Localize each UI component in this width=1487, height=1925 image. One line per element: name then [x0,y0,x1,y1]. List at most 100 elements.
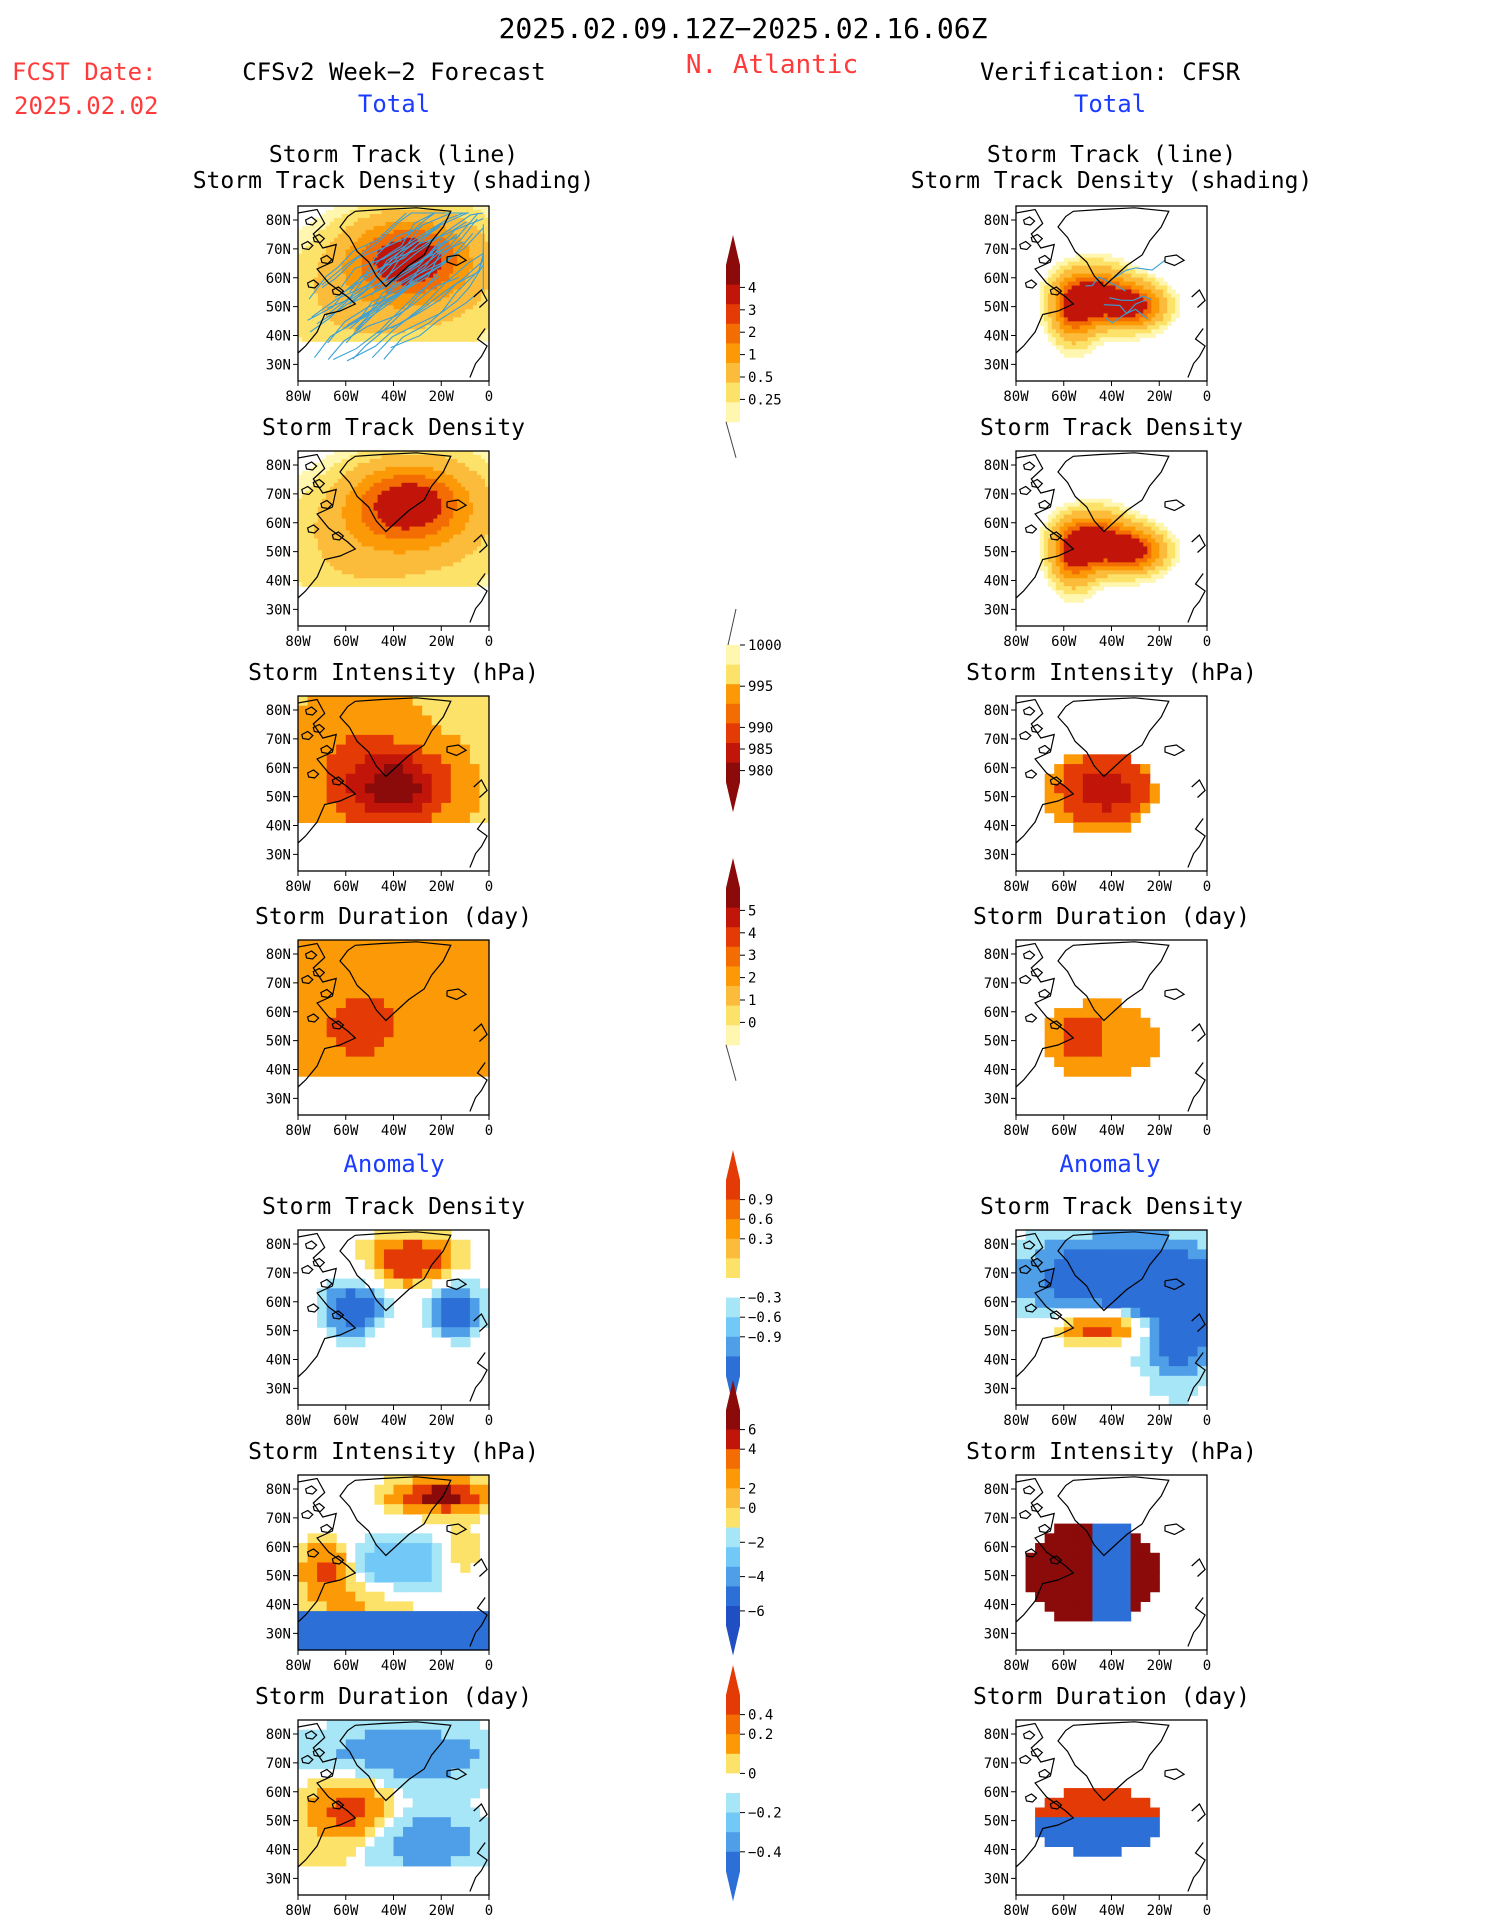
field-cell [341,233,347,239]
field-cell [329,265,335,271]
field-cell [469,734,481,746]
field-cell [441,574,446,579]
field-cell [349,566,355,571]
field-cell [479,1027,490,1038]
field-cell [345,1581,356,1593]
field-cell [485,490,490,496]
field-cell [325,329,331,334]
field-cell [445,546,450,552]
field-cell [307,802,318,814]
field-cell [469,1778,481,1789]
field-cell [397,462,403,468]
field-cell [481,317,486,322]
field-cell [374,1249,385,1260]
field-cell [453,566,458,571]
field-cell [1063,269,1069,275]
field-cell [313,486,319,492]
field-cell [373,337,379,342]
field-cell [457,321,462,326]
field-cell [433,510,438,516]
field-cell [429,289,434,295]
field-cell [353,486,359,492]
field-cell [1135,285,1140,291]
field-cell [317,1797,328,1809]
field-cell [321,578,327,583]
field-cell [349,225,355,231]
field-cell [1079,277,1085,283]
field-cell [345,217,351,223]
field-cell [309,301,315,307]
field-cell [412,773,423,785]
field-cell [309,333,315,338]
field-cell [321,213,327,219]
field-cell [313,518,319,524]
field-cell [326,1807,337,1818]
field-cell [1067,273,1073,279]
british-isles-coast [473,1803,488,1822]
field-cell [422,1249,433,1260]
field-cell [401,530,407,536]
field-cell [461,466,466,472]
field-cell [461,522,466,528]
field-cell [341,265,347,271]
field-cell [433,229,438,235]
field-cell [326,1017,337,1029]
field-cell [298,696,309,707]
field-cell [383,998,395,1009]
field-cell [341,209,347,215]
field-cell [345,206,351,211]
field-cell [374,744,385,755]
field-cell [441,1298,452,1309]
field-cell [437,494,442,500]
field-cell [1099,261,1105,267]
field-cell [450,1046,461,1058]
field-cell [441,783,452,794]
field-cell [397,522,403,528]
field-cell [309,538,315,544]
field-cell [449,538,454,544]
field-cell [365,462,371,468]
field-cell [431,715,442,726]
coastlines [297,207,488,378]
field-cell [453,570,458,575]
field-cell [353,474,359,480]
field-cell [364,793,375,804]
field-cell [469,558,474,563]
field-cell [355,1768,366,1779]
field-cell [425,309,430,314]
field-cell [401,221,407,227]
field-cell [373,217,379,223]
field-cell [431,1856,442,1867]
field-cell [353,582,359,587]
field-cell [465,582,470,587]
field-cell [357,542,363,548]
field-cell [403,1749,414,1760]
field-cell [353,470,359,476]
field-cell [425,578,430,583]
field-cell [389,490,395,496]
field-cell [393,1268,404,1280]
field-cell [401,454,407,460]
field-cell [357,522,363,528]
field-cell [365,570,371,575]
field-cell [479,1768,490,1779]
field-cell [465,542,470,548]
field-cell [445,261,450,267]
field-cell [1071,265,1077,271]
field-cell [298,273,303,279]
field-cell [353,261,359,267]
field-cell [409,570,414,575]
field-cell [453,217,458,223]
lon-tick-label: 80W [285,879,311,895]
field-cell [422,793,433,804]
field-cell [421,502,426,508]
field-cell [421,526,426,532]
field-cell [333,277,339,283]
field-cell [389,305,395,311]
field-cell [473,534,478,540]
field-cell [450,1027,461,1038]
field-cell [333,317,339,322]
field-cell [389,514,395,520]
field-cell [385,566,391,571]
field-cell [345,510,351,516]
